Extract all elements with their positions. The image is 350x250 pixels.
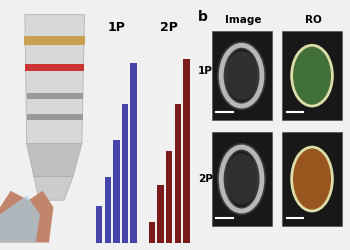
Polygon shape — [0, 196, 40, 242]
Text: 2P: 2P — [198, 174, 213, 184]
Polygon shape — [27, 114, 83, 120]
Bar — [96, 206, 103, 242]
Bar — [131, 63, 137, 242]
FancyBboxPatch shape — [212, 31, 272, 120]
Text: RO: RO — [305, 14, 322, 24]
Ellipse shape — [292, 148, 332, 210]
FancyBboxPatch shape — [212, 132, 272, 226]
Ellipse shape — [292, 46, 332, 105]
Polygon shape — [25, 14, 85, 144]
Bar — [122, 104, 128, 242]
Text: Image: Image — [225, 14, 261, 24]
FancyBboxPatch shape — [282, 31, 342, 120]
Polygon shape — [34, 177, 73, 200]
Polygon shape — [25, 64, 84, 71]
Ellipse shape — [225, 153, 258, 205]
Text: b: b — [198, 10, 208, 24]
Bar — [166, 150, 173, 242]
Polygon shape — [27, 93, 83, 99]
Text: 1P: 1P — [107, 21, 125, 34]
Bar — [183, 58, 190, 242]
FancyBboxPatch shape — [282, 132, 342, 226]
Bar — [175, 104, 181, 242]
Text: 2P: 2P — [160, 21, 178, 34]
Bar — [113, 140, 120, 242]
Ellipse shape — [225, 51, 258, 100]
Bar — [149, 222, 155, 242]
Bar — [157, 185, 164, 242]
Bar — [105, 177, 111, 242]
Text: 1P: 1P — [198, 66, 213, 76]
Polygon shape — [27, 144, 82, 177]
Polygon shape — [24, 36, 85, 45]
Polygon shape — [0, 191, 54, 242]
